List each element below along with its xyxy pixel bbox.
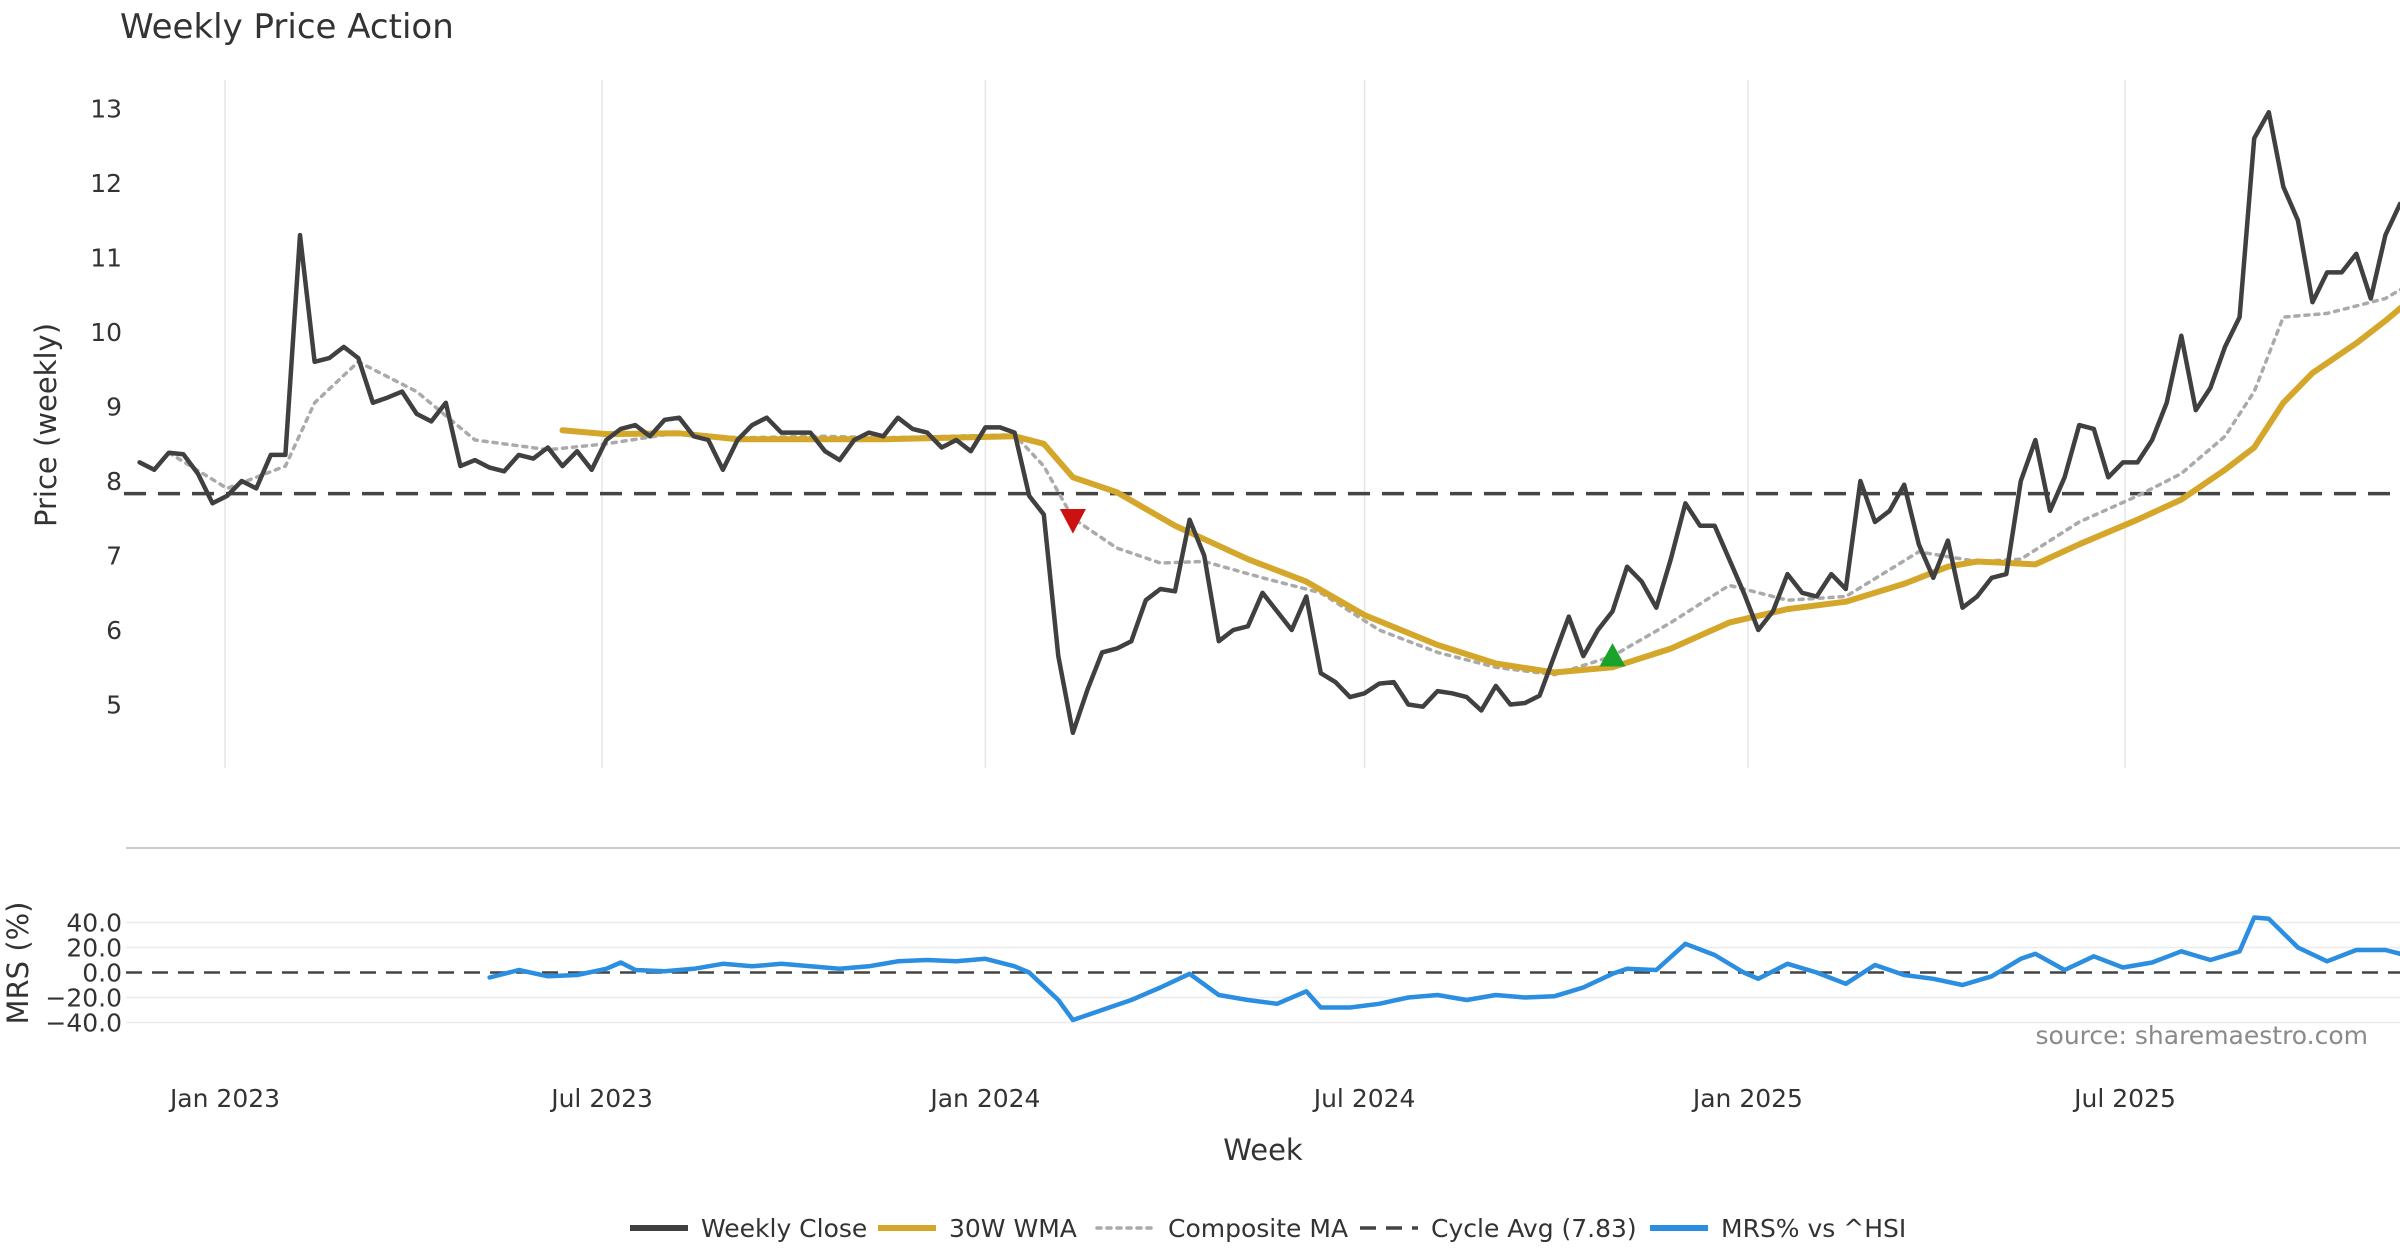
legend-label: Composite MA bbox=[1168, 1214, 1348, 1243]
x-tick-label: Jul 2024 bbox=[1312, 1084, 1416, 1113]
mrs-y-tick-label: 40.0 bbox=[66, 909, 122, 938]
mrs-y-tick-label: −20.0 bbox=[45, 984, 122, 1013]
x-axis-ticks: Jan 2023 Jul 2023 Jan 2024 Jul 2024 Jan 2025… bbox=[168, 1084, 2176, 1113]
mrs-gridlines bbox=[126, 921, 2400, 1024]
mrs-panel: 40.020.00.0−20.0−40.0 MRS (%) source: sh… bbox=[1, 847, 2400, 1050]
composite-ma-line bbox=[167, 287, 2400, 677]
buy-signal-marker bbox=[1599, 643, 1626, 667]
legend: Weekly Close 30W WMA Composite MA Cycle Avg… bbox=[630, 1214, 1906, 1243]
x-tick-label: Jan 2023 bbox=[168, 1084, 280, 1113]
price-gridlines bbox=[224, 80, 2126, 768]
price-series-group bbox=[137, 109, 2400, 736]
price-y-tick-label: 13 bbox=[90, 95, 122, 124]
legend-label: MRS% vs ^HSI bbox=[1721, 1214, 1906, 1243]
price-axis-label: Price (weekly) bbox=[29, 323, 63, 527]
price-y-ticks: 5 6 7 8 9 10 11 12 13 bbox=[90, 95, 122, 720]
x-tick-label: Jan 2025 bbox=[1691, 1084, 1803, 1113]
x-tick-label: Jul 2023 bbox=[549, 1084, 653, 1113]
price-y-tick-label: 11 bbox=[90, 244, 122, 273]
mrs-y-ticks: 40.020.00.0−20.0−40.0 bbox=[45, 909, 122, 1038]
legend-label: Cycle Avg (7.83) bbox=[1431, 1214, 1637, 1243]
mrs-line bbox=[487, 915, 2400, 1023]
wma-30w-line bbox=[559, 304, 2400, 676]
price-panel: 5 6 7 8 9 10 11 12 13 Price (weekly) bbox=[29, 80, 2400, 768]
legend-label: 30W WMA bbox=[949, 1214, 1077, 1243]
price-y-tick-label: 8 bbox=[106, 467, 122, 496]
weekly-close-line bbox=[137, 109, 2400, 736]
mrs-y-tick-label: −40.0 bbox=[45, 1009, 122, 1038]
price-y-tick-label: 7 bbox=[106, 542, 122, 571]
source-note: source: sharemaestro.com bbox=[2036, 1021, 2369, 1050]
price-y-tick-label: 5 bbox=[106, 691, 122, 720]
chart-title: Weekly Price Action bbox=[120, 7, 454, 47]
price-y-tick-label: 12 bbox=[90, 169, 122, 198]
mrs-y-tick-label: 20.0 bbox=[66, 934, 122, 963]
sell-signal-marker bbox=[1059, 508, 1086, 534]
legend-label: Weekly Close bbox=[701, 1214, 867, 1243]
x-tick-label: Jul 2025 bbox=[2072, 1084, 2176, 1113]
x-axis-label: Week bbox=[1223, 1133, 1303, 1167]
mrs-axis-label: MRS (%) bbox=[1, 902, 35, 1025]
price-y-tick-label: 6 bbox=[106, 616, 122, 645]
price-y-tick-label: 9 bbox=[106, 393, 122, 422]
mrs-series-group bbox=[487, 915, 2400, 1023]
price-y-tick-label: 10 bbox=[90, 318, 122, 347]
x-tick-label: Jan 2024 bbox=[928, 1084, 1040, 1113]
mrs-y-tick-label: 0.0 bbox=[82, 959, 122, 988]
